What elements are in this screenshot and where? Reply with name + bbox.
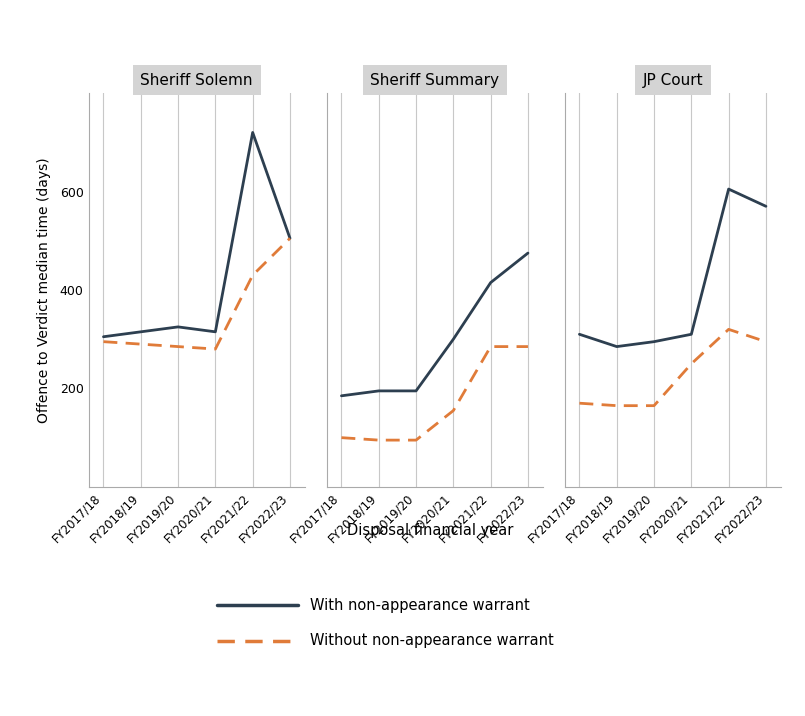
Y-axis label: Offence to Verdict median time (days): Offence to Verdict median time (days) [38,158,52,422]
Text: With non-appearance warrant: With non-appearance warrant [310,598,530,612]
Title: JP Court: JP Court [642,73,703,88]
Title: Sheriff Summary: Sheriff Summary [370,73,499,88]
Title: Sheriff Solemn: Sheriff Solemn [140,73,253,88]
Text: Without non-appearance warrant: Without non-appearance warrant [310,634,554,648]
Text: Disposal financial year: Disposal financial year [348,523,514,538]
